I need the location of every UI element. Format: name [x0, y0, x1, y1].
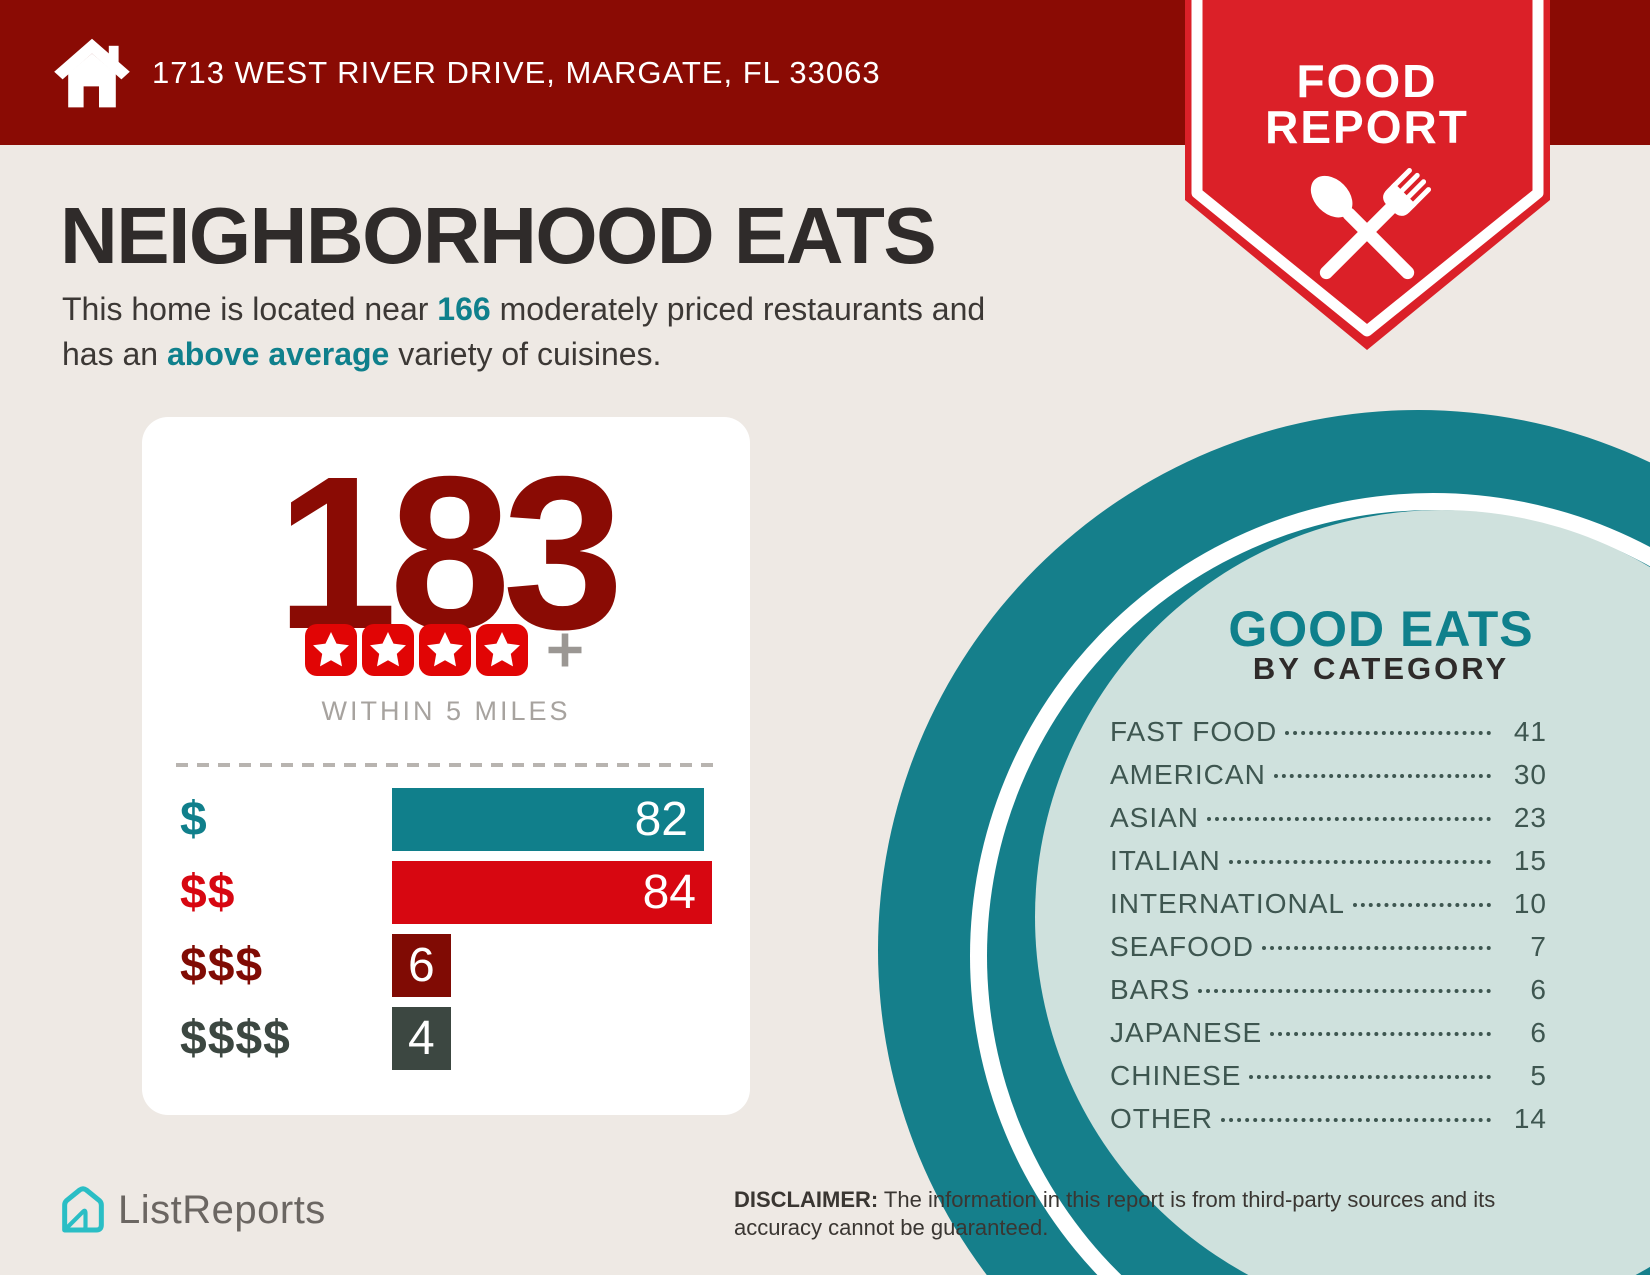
category-label: ASIAN: [1110, 802, 1200, 833]
category-value: 7: [1530, 931, 1547, 962]
listreports-brand: ListReports: [58, 1182, 326, 1238]
restaurant-summary-card: 183 WITHIN 5 MILES $82 $$ 84 $$$ 6 $$$$ 4: [142, 417, 750, 1115]
price-tier-label: $$$$: [180, 1012, 291, 1065]
good-eats-subtitle: BY CATEGORY: [1252, 651, 1510, 686]
price-tier-row: $$$ 6: [142, 934, 750, 997]
price-tier-row: $$$$ 4: [142, 1007, 750, 1070]
page-title: NEIGHBORHOOD EATS: [60, 191, 937, 280]
dotted-leader: [1228, 860, 1491, 864]
listreports-brand-name: ListReports: [118, 1187, 326, 1232]
restaurant-count-highlight: 166: [437, 291, 491, 327]
category-label: CHINESE: [1110, 1060, 1242, 1091]
category-row: FAST FOOD 41: [1110, 716, 1547, 759]
price-tier-bar: 6: [392, 934, 451, 997]
category-label: FAST FOOD: [1110, 716, 1278, 747]
intro-paragraph: This home is located near 166 moderately…: [62, 287, 1142, 377]
category-row: CHINESE 5: [1110, 1060, 1547, 1103]
price-tier-bar: 82: [392, 788, 704, 851]
price-tier-bar: 84: [392, 861, 712, 924]
radius-label: WITHIN 5 MILES: [321, 696, 571, 726]
category-value: 14: [1513, 1103, 1547, 1134]
star-icon: [476, 624, 528, 676]
category-row: SEAFOOD 7: [1110, 931, 1547, 974]
category-list: FAST FOOD 41 AMERICAN 30 ASIAN 23 ITALIAN 15 INT…: [1110, 716, 1547, 1146]
price-tier-label: $$: [180, 866, 236, 919]
intro-line1-pre: This home is located near: [62, 291, 438, 327]
category-label: ITALIAN: [1110, 845, 1221, 876]
category-label: BARS: [1110, 974, 1191, 1005]
star-icon: [305, 624, 357, 676]
category-value: 10: [1513, 888, 1547, 919]
category-label: INTERNATIONAL: [1110, 888, 1345, 919]
category-value: 6: [1530, 1017, 1547, 1048]
intro-line2-post: variety of cuisines.: [389, 336, 662, 372]
category-row: INTERNATIONAL 10: [1110, 888, 1547, 931]
variety-highlight: above average: [166, 336, 390, 372]
category-value: 5: [1530, 1060, 1547, 1091]
category-value: 15: [1513, 845, 1547, 876]
category-value: 30: [1513, 759, 1547, 790]
category-label: JAPANESE: [1110, 1017, 1263, 1048]
dotted-leader: [1249, 1075, 1491, 1079]
dotted-leader: [1285, 731, 1491, 735]
intro-line1-post: moderately priced restaurants and: [490, 291, 986, 327]
price-tier-label: $$$: [180, 939, 264, 992]
price-tier-value: 4: [408, 1012, 435, 1065]
category-row: OTHER 14: [1110, 1103, 1547, 1146]
category-label: AMERICAN: [1110, 759, 1266, 790]
ribbon-title-line1: FOOD: [1297, 55, 1438, 107]
dotted-leader: [1261, 946, 1491, 950]
listreports-logo-icon: [62, 1186, 104, 1233]
category-row: JAPANESE 6: [1110, 1017, 1547, 1060]
category-value: 23: [1513, 802, 1547, 833]
good-eats-title: GOOD EATS: [1228, 601, 1534, 657]
dotted-leader: [1221, 1118, 1491, 1122]
dotted-leader: [1270, 1032, 1491, 1036]
category-value: 6: [1530, 974, 1547, 1005]
dashed-divider: [176, 763, 721, 767]
category-row: BARS 6: [1110, 974, 1547, 1017]
star-icon: [362, 624, 414, 676]
category-row: ASIAN 23: [1110, 802, 1547, 845]
category-row: AMERICAN 30: [1110, 759, 1547, 802]
dotted-leader: [1198, 989, 1491, 993]
dotted-leader: [1352, 903, 1491, 907]
price-tier-value: 84: [642, 866, 696, 919]
home-icon: [54, 38, 130, 108]
disclaimer-body: The information in this report is from t…: [734, 1187, 1496, 1240]
price-tier-value: 82: [634, 793, 688, 846]
food-report-ribbon: FOOD REPORT: [1185, 0, 1550, 350]
category-value: 41: [1513, 716, 1547, 747]
dotted-leader: [1273, 774, 1491, 778]
dotted-leader: [1207, 817, 1491, 821]
disclaimer-label: DISCLAIMER:: [734, 1187, 879, 1212]
price-tier-bar: 4: [392, 1007, 451, 1070]
plus-icon: [543, 628, 587, 672]
price-tier-label: $: [180, 793, 208, 846]
crossed-spoon-fork-icon: [1310, 167, 1432, 280]
price-tier-row: $82: [142, 788, 750, 851]
category-row: ITALIAN 15: [1110, 845, 1547, 888]
price-tier-row: $$ 84: [142, 861, 750, 924]
star-icon: [419, 624, 471, 676]
category-label: SEAFOOD: [1110, 931, 1254, 962]
intro-line2-pre: has an: [62, 336, 167, 372]
price-tier-value: 6: [408, 939, 435, 992]
ribbon-title-line2: REPORT: [1265, 101, 1469, 153]
disclaimer-text: DISCLAIMER: The information in this repo…: [734, 1186, 1534, 1242]
star-rating: [142, 623, 750, 677]
property-address: 1713 WEST RIVER DRIVE, MARGATE, FL 33063: [152, 55, 881, 90]
category-label: OTHER: [1110, 1103, 1213, 1134]
